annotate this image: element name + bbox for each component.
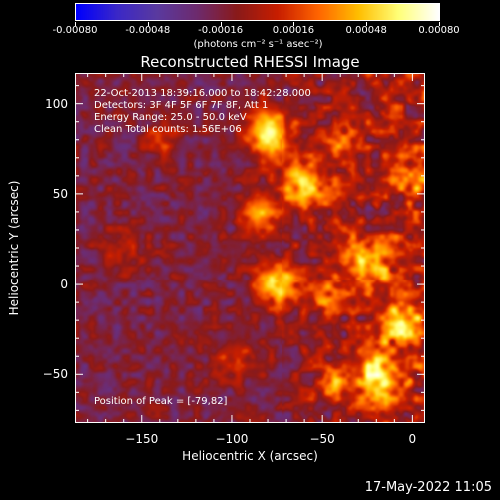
timestamp: 17-May-2022 11:05 [364, 480, 492, 495]
colorbar-tick-label: 0.00048 [345, 25, 387, 36]
info-clean: Clean Total counts: 1.56E+06 [94, 124, 242, 135]
y-tick-label: 50 [52, 186, 68, 201]
plot-area: 22-Oct-2013 18:39:16.000 to 18:42:28.000… [75, 73, 425, 423]
colorbar-tick [220, 22, 222, 26]
x-axis-label: Heliocentric X (arcsec) [182, 449, 318, 463]
colorbar [75, 3, 440, 21]
x-tick-label: −50 [309, 432, 335, 446]
colorbar-tick-label: 0.00080 [418, 25, 460, 36]
colorbar-tick [439, 22, 440, 26]
info-time: 22-Oct-2013 18:39:16.000 to 18:42:28.000 [94, 88, 311, 99]
y-tick-label: 0 [60, 277, 68, 292]
info-detectors: Detectors: 3F 4F 5F 6F 7F 8F, Att 1 [94, 100, 269, 111]
colorbar-tick [147, 22, 149, 26]
y-tick-label: −50 [42, 367, 68, 382]
info-peak: Position of Peak = [-79,82] [94, 396, 228, 407]
colorbar-tick [366, 22, 368, 26]
colorbar-tick-label: 0.00016 [272, 25, 315, 36]
colorbar-tick-label: -0.00048 [125, 25, 171, 36]
colorbar-units: (photons cm⁻² s⁻¹ asec⁻²) [193, 39, 323, 50]
y-tick-label: 100 [45, 96, 68, 111]
image-title: Reconstructed RHESSI Image [140, 53, 360, 71]
x-tick-label: 0 [408, 432, 417, 446]
colorbar-tick [75, 22, 76, 26]
colorbar-tick-label: -0.00016 [198, 25, 244, 36]
colorbar-tick [293, 22, 295, 26]
colorbar-tick-label: -0.00080 [52, 25, 98, 36]
x-tick-label: −150 [125, 432, 159, 446]
heatmap-image [76, 74, 424, 422]
info-energy: Energy Range: 25.0 - 50.0 keV [94, 112, 247, 123]
y-axis-label: Heliocentric Y (arcsec) [7, 180, 21, 316]
x-tick-label: −100 [215, 432, 249, 446]
